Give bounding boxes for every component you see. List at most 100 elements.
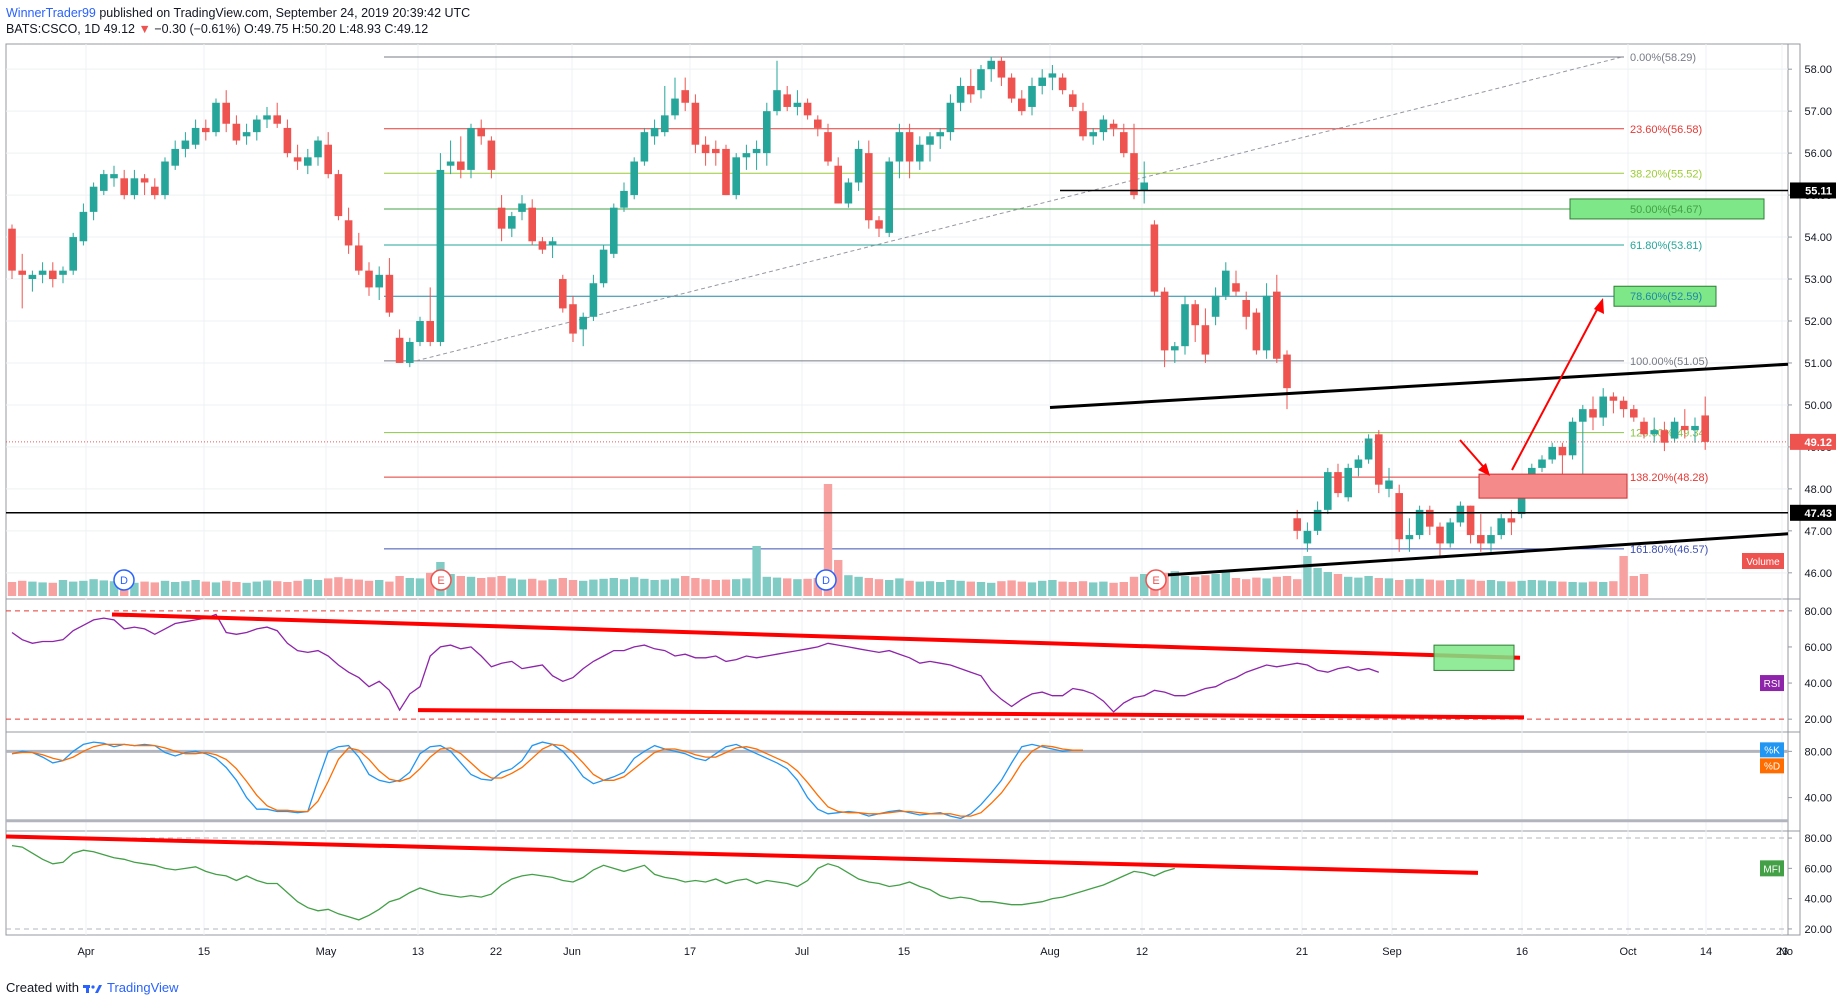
candle-body (1130, 153, 1138, 196)
volume-bar (293, 580, 302, 596)
y-tick-label: 48.00 (1804, 484, 1832, 496)
x-tick-label: 22 (490, 946, 502, 958)
volume-bar (1476, 580, 1485, 596)
rsi-pane: 80.00 60.00 40.00 20.00 RSI (6, 606, 1832, 726)
mfi-pane: 80.00 60.00 40.00 20.00 MFI (5, 833, 1832, 936)
volume-bar (507, 578, 516, 596)
header-line-1: WinnerTrader99 published on TradingView.… (6, 5, 470, 21)
candle-body (1395, 493, 1403, 540)
volume-bar (772, 577, 782, 596)
volume-bar (477, 578, 486, 596)
volume-bar (28, 581, 37, 596)
fib-level-label: 23.60%(56.58) (1630, 124, 1702, 136)
y-tick-label: 58.00 (1804, 64, 1832, 76)
price-axis-label-text: 49.12 (1804, 437, 1832, 449)
candle-body (1405, 535, 1414, 540)
candle-body (1028, 85, 1036, 107)
stoch-d-badge (1760, 758, 1784, 774)
volume-bar (1599, 582, 1608, 596)
author-link[interactable]: WinnerTrader99 (6, 6, 96, 20)
volume-bar (905, 580, 914, 596)
volume-bar (1272, 576, 1281, 596)
indicator-tick-label: 80.00 (1804, 746, 1832, 758)
candle-body (1670, 421, 1679, 439)
candle-body (1630, 409, 1638, 418)
volume-bar (660, 579, 669, 596)
volume-bar (1405, 579, 1414, 596)
up-arrow-head (1594, 298, 1604, 314)
candle-body (151, 186, 159, 196)
candle-body (1334, 472, 1342, 494)
volume-bar (252, 581, 261, 596)
volume-bar (650, 580, 659, 596)
x-tick-label: Oct (1619, 946, 1636, 958)
candle-body (344, 220, 353, 246)
candle-body (89, 186, 98, 212)
volume-bar (456, 576, 465, 596)
tradingview-brand[interactable]: TradingView (106, 980, 179, 995)
price-axis-label-text: 47.43 (1804, 508, 1832, 520)
volume-bar (283, 582, 292, 596)
fib-trend-line (415, 56, 1623, 362)
volume-bar (1211, 574, 1220, 596)
volume-bar (742, 578, 751, 596)
volume-bar (1374, 578, 1383, 596)
candle-body (548, 241, 557, 246)
volume-bar (548, 579, 557, 596)
fib-level-label: 38.20%(55.52) (1630, 168, 1702, 180)
volume-bar (1282, 576, 1292, 596)
volume-bar (589, 579, 598, 596)
candle-body (1069, 94, 1077, 107)
volume-bar (936, 582, 945, 596)
x-tick-label: 15 (198, 946, 210, 958)
volume-bar (262, 580, 272, 596)
candle-body (1619, 400, 1628, 410)
fibonacci-retracement: 0.00%(58.29) 23.60%(56.58) 38.20%(55.52) 50… (384, 52, 1765, 556)
volume-bar (303, 579, 312, 596)
volume-bar (69, 581, 78, 596)
volume-bar (1344, 576, 1353, 596)
volume-bar (854, 576, 863, 596)
volume-bar (1129, 576, 1139, 596)
candle-body (967, 85, 975, 95)
created-with-text: Created with (6, 980, 79, 995)
volume-bar (630, 577, 639, 596)
volume-bar (1364, 576, 1373, 596)
earnings-marker-icon (430, 569, 452, 591)
candle-body (8, 228, 16, 271)
candle-body (1242, 300, 1250, 317)
volume-bar (619, 579, 629, 596)
volume-bar (160, 580, 170, 596)
volume-bar (823, 484, 833, 596)
candle-body (1660, 430, 1669, 443)
volume-bar (1323, 572, 1332, 596)
last-price: 49.12 (103, 22, 135, 36)
volume-bar (344, 578, 353, 596)
candlestick-series (8, 56, 1709, 557)
volume-bar (1395, 580, 1404, 596)
volume-bar (1293, 579, 1302, 596)
candle-body (49, 270, 57, 280)
candle-body (1058, 77, 1067, 91)
volume-bar (1527, 580, 1536, 596)
candle-body (589, 283, 598, 317)
down-arrow-icon: ▼ (138, 22, 151, 36)
volume-bar (813, 578, 822, 596)
candle-body (1018, 98, 1026, 112)
candle-body (1150, 224, 1159, 292)
candle-body (100, 174, 108, 191)
volume-bar (1333, 574, 1343, 596)
candle-body (1385, 480, 1393, 489)
volume-bar (487, 577, 496, 596)
price-axis-label-text: 55.11 (1805, 185, 1832, 197)
candle-body (1191, 304, 1199, 326)
candle-body (916, 144, 924, 162)
candle-body (1252, 312, 1261, 351)
volume-bar (109, 581, 119, 596)
candle-body (599, 249, 608, 284)
price-axis-label (1790, 182, 1836, 199)
candle-body (355, 245, 363, 271)
indicator-tick-label: 80.00 (1804, 606, 1832, 618)
candle-body (650, 127, 659, 137)
